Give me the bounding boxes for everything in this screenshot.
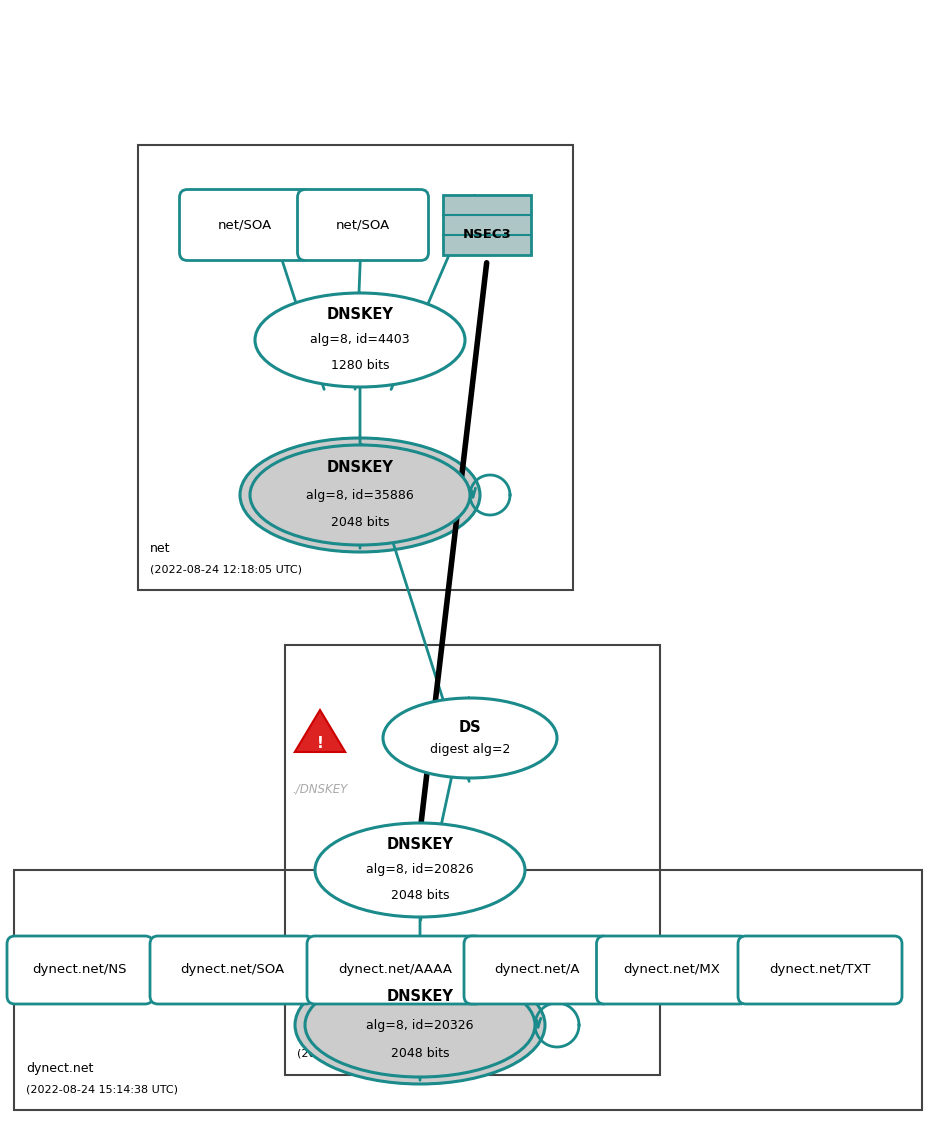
Text: dynect.net: dynect.net xyxy=(26,1061,94,1075)
Text: net/SOA: net/SOA xyxy=(218,219,271,231)
Ellipse shape xyxy=(305,973,534,1077)
Text: alg=8, id=20326: alg=8, id=20326 xyxy=(366,1019,474,1031)
Ellipse shape xyxy=(314,823,524,917)
Bar xyxy=(285,645,659,1075)
Bar xyxy=(138,146,573,590)
Text: (2022-08-24 12:18:05 UTC): (2022-08-24 12:18:05 UTC) xyxy=(150,564,301,574)
Ellipse shape xyxy=(240,438,479,552)
FancyBboxPatch shape xyxy=(298,190,428,261)
Text: dynect.net/MX: dynect.net/MX xyxy=(622,963,720,977)
Text: dynect.net/AAAA: dynect.net/AAAA xyxy=(338,963,451,977)
Text: 2048 bits: 2048 bits xyxy=(330,515,388,529)
Text: DNSKEY: DNSKEY xyxy=(387,989,453,1004)
Text: (2022-08-24 11:03:28 UTC): (2022-08-24 11:03:28 UTC) xyxy=(297,1049,448,1059)
FancyBboxPatch shape xyxy=(463,936,609,1004)
Text: (2022-08-24 15:14:38 UTC): (2022-08-24 15:14:38 UTC) xyxy=(26,1084,178,1094)
Text: net/SOA: net/SOA xyxy=(335,219,389,231)
Text: dynect.net/SOA: dynect.net/SOA xyxy=(180,963,284,977)
Text: .: . xyxy=(297,1026,300,1040)
Ellipse shape xyxy=(255,293,464,387)
Bar xyxy=(14,870,921,1110)
Text: DNSKEY: DNSKEY xyxy=(327,460,393,475)
Text: alg=8, id=35886: alg=8, id=35886 xyxy=(306,488,414,502)
Polygon shape xyxy=(295,710,344,752)
Ellipse shape xyxy=(295,966,545,1084)
Text: digest alg=2: digest alg=2 xyxy=(430,742,509,756)
Text: dynect.net/A: dynect.net/A xyxy=(493,963,579,977)
Text: DNSKEY: DNSKEY xyxy=(387,837,453,852)
Text: DS: DS xyxy=(459,720,481,734)
FancyBboxPatch shape xyxy=(307,936,482,1004)
Text: 2048 bits: 2048 bits xyxy=(390,1047,448,1060)
FancyBboxPatch shape xyxy=(150,936,314,1004)
Text: dynect.net/TXT: dynect.net/TXT xyxy=(768,963,870,977)
Text: 2048 bits: 2048 bits xyxy=(390,889,448,902)
Text: 1280 bits: 1280 bits xyxy=(330,360,388,372)
Text: net: net xyxy=(150,541,170,555)
Text: dynect.net/NS: dynect.net/NS xyxy=(33,963,127,977)
FancyBboxPatch shape xyxy=(180,190,310,261)
Text: !: ! xyxy=(316,735,323,750)
Text: NSEC3: NSEC3 xyxy=(462,229,511,241)
Ellipse shape xyxy=(383,698,556,778)
Text: alg=8, id=4403: alg=8, id=4403 xyxy=(310,334,409,346)
FancyBboxPatch shape xyxy=(596,936,747,1004)
Text: alg=8, id=20826: alg=8, id=20826 xyxy=(366,864,474,876)
FancyBboxPatch shape xyxy=(7,936,153,1004)
Text: DNSKEY: DNSKEY xyxy=(327,307,393,321)
Text: ./DNSKEY: ./DNSKEY xyxy=(292,782,347,795)
Bar xyxy=(443,195,531,255)
FancyBboxPatch shape xyxy=(738,936,901,1004)
Ellipse shape xyxy=(250,446,470,545)
